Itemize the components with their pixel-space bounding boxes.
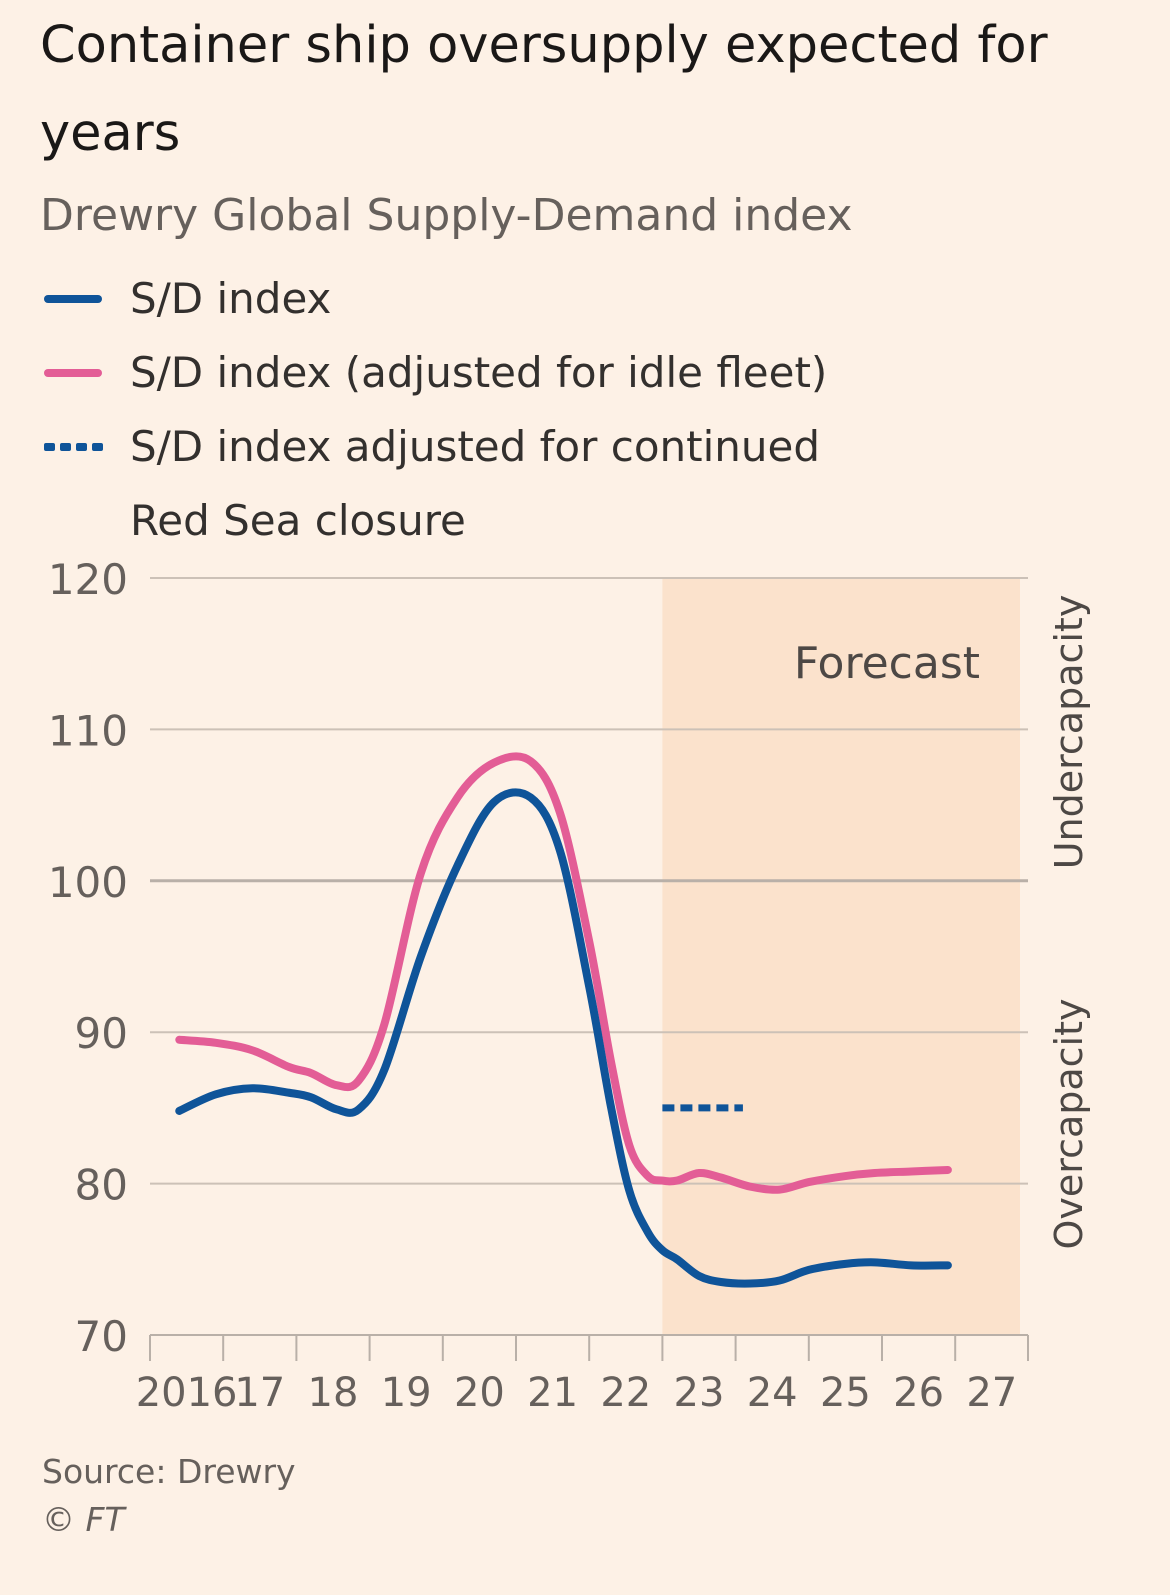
y-tick-label: 70	[75, 1312, 128, 1361]
x-tick-label: 26	[893, 1370, 944, 1416]
x-tick-label: 23	[674, 1370, 725, 1416]
legend: S/D index S/D index (adjusted for idle f…	[44, 262, 827, 558]
x-tick-label: 2016	[136, 1370, 238, 1416]
x-tick-label: 18	[308, 1370, 359, 1416]
legend-swatch-sd-index	[44, 295, 102, 303]
credit-text: © FT	[42, 1500, 125, 1539]
legend-dot	[60, 443, 71, 451]
x-tick-label: 17	[234, 1370, 285, 1416]
y-tick-label: 120	[48, 555, 128, 604]
forecast-band	[662, 578, 1020, 1335]
x-tick-label: 25	[820, 1370, 871, 1416]
source-block: Source: Drewry © FT	[42, 1448, 296, 1544]
legend-label-red-sea-line2: Red Sea closure	[130, 496, 466, 545]
y-tick-label: 80	[75, 1161, 128, 1210]
x-tick-label: 19	[381, 1370, 432, 1416]
series-line-sd-index-idle-adjusted	[175, 752, 952, 1194]
series-line-sd-index	[175, 788, 952, 1288]
chart-subtitle: Drewry Global Supply-Demand index	[40, 190, 853, 241]
chart-title: Container ship oversupply expected for y…	[40, 16, 1048, 163]
undercapacity-label: Undercapacity	[1047, 595, 1091, 870]
x-tick-label: 21	[527, 1370, 578, 1416]
legend-label-red-sea-line1: S/D index adjusted for continued	[130, 422, 821, 471]
legend-label-sd-index-idle-adjusted: S/D index (adjusted for idle fleet)	[130, 348, 828, 397]
x-tick-label: 22	[600, 1370, 651, 1416]
legend-label-sd-index: S/D index	[130, 274, 332, 323]
x-tick-label: 27	[966, 1370, 1017, 1416]
overcapacity-label: Overcapacity	[1047, 999, 1091, 1250]
legend-swatch-red-sea	[44, 443, 103, 451]
y-tick-label: 100	[48, 858, 128, 907]
legend-item-sd-index-idle-adjusted: S/D index (adjusted for idle fleet)	[44, 336, 827, 410]
legend-swatch-sd-index-idle-adjusted	[44, 369, 102, 377]
legend-dot	[44, 443, 55, 451]
x-tick-label: 20	[454, 1370, 505, 1416]
legend-item-sd-index: S/D index	[44, 262, 827, 336]
y-tick-label: 110	[48, 706, 128, 755]
source-text: Source: Drewry	[42, 1452, 296, 1491]
legend-item-red-sea: S/D index adjusted for continued Red Sea…	[44, 410, 827, 558]
legend-dot	[76, 443, 87, 451]
x-tick-label: 24	[747, 1370, 798, 1416]
forecast-label: Forecast	[794, 638, 980, 689]
y-tick-label: 90	[75, 1009, 128, 1058]
legend-dot	[92, 443, 103, 451]
